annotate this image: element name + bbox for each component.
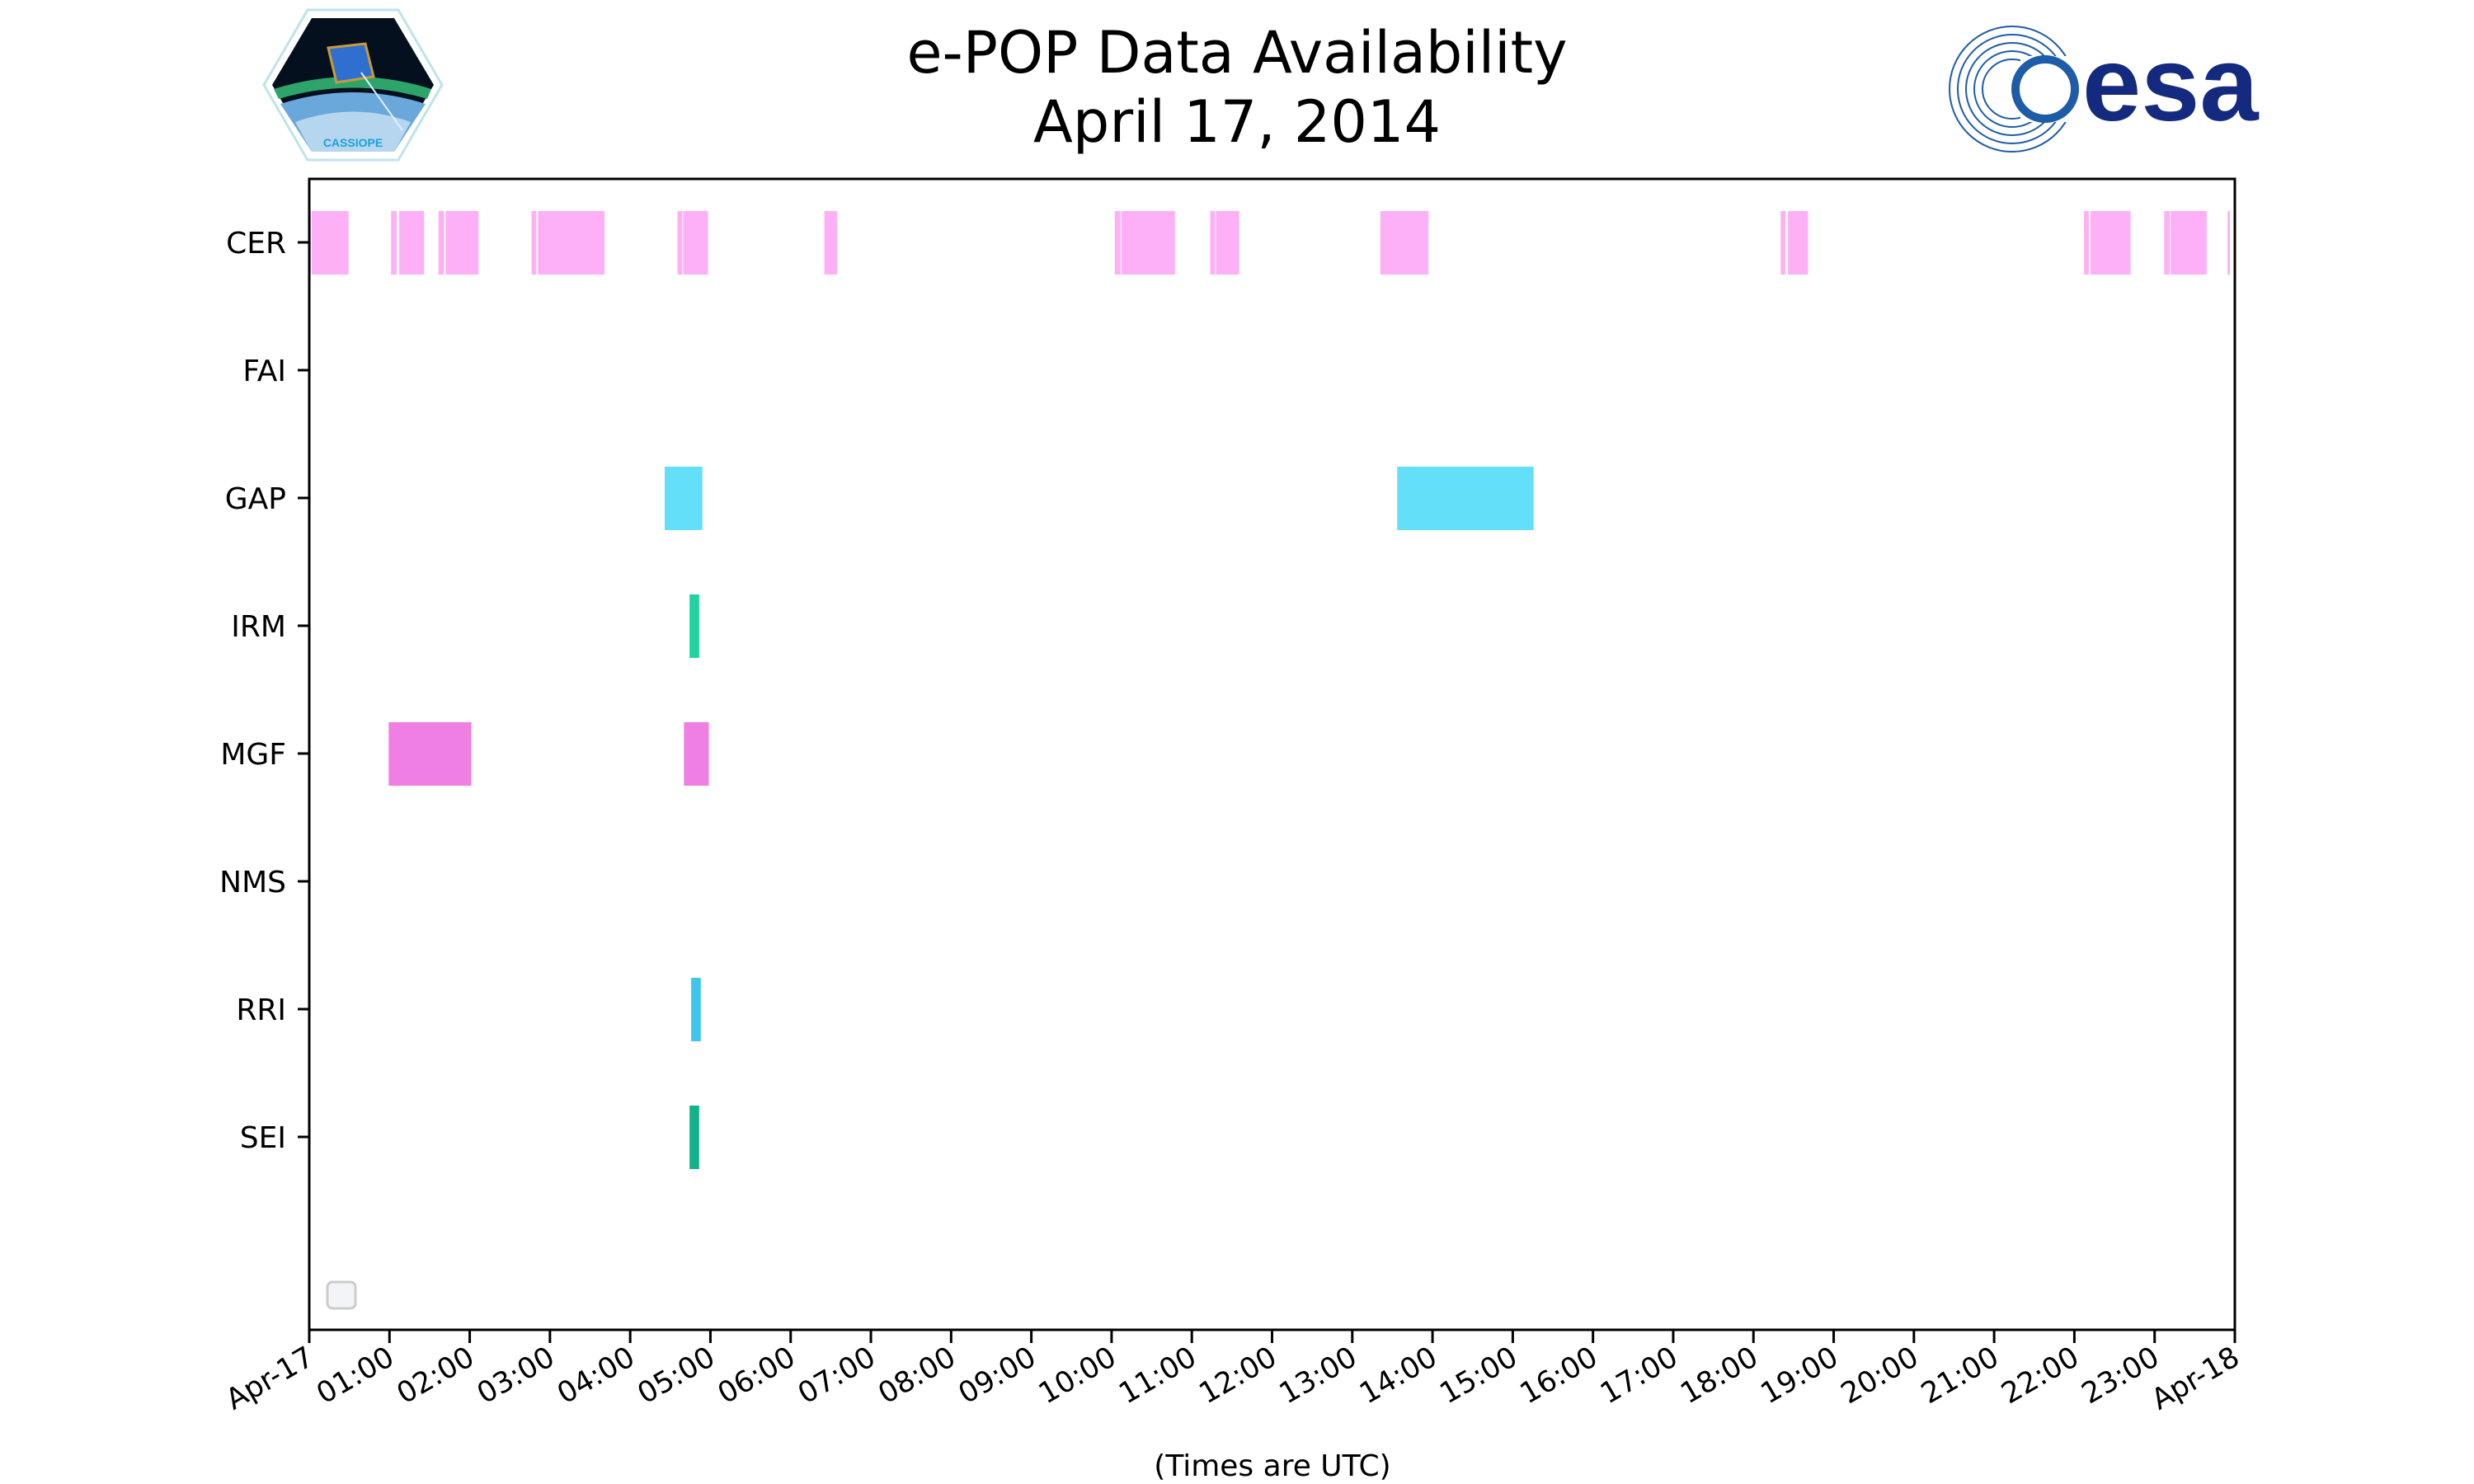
x-tick-label: 12:00 bbox=[1194, 1341, 1282, 1411]
bar-cer-7 bbox=[538, 211, 605, 275]
bar-cer-1 bbox=[311, 211, 349, 275]
x-tick-label: Apr-17 bbox=[220, 1341, 319, 1416]
x-axis: Apr-1701:0002:0003:0004:0005:0006:0007:0… bbox=[220, 1330, 2246, 1417]
bar-cer-8 bbox=[677, 211, 683, 275]
bar-rri-0 bbox=[691, 978, 701, 1041]
bar-cer-10 bbox=[824, 211, 838, 275]
x-tick-label: 11:00 bbox=[1113, 1341, 1202, 1411]
bar-cer-2 bbox=[391, 211, 397, 275]
x-tick-label: 05:00 bbox=[633, 1341, 721, 1411]
x-tick-label: 08:00 bbox=[872, 1341, 961, 1411]
x-tick-label: 15:00 bbox=[1435, 1341, 1523, 1411]
bar-cer-22 bbox=[2227, 211, 2231, 275]
bar-cer-20 bbox=[2164, 211, 2171, 275]
bar-cer-9 bbox=[683, 211, 708, 275]
bar-gap-0 bbox=[665, 467, 703, 530]
y-tick-label-cer: CER bbox=[226, 227, 286, 261]
x-tick-label: 14:00 bbox=[1354, 1341, 1442, 1411]
x-tick-label: 03:00 bbox=[472, 1341, 560, 1411]
x-tick-label: 13:00 bbox=[1274, 1341, 1362, 1411]
bars-layer bbox=[309, 211, 2231, 1169]
x-tick-label: 16:00 bbox=[1515, 1341, 1603, 1411]
esa-logo-text: esa bbox=[2082, 26, 2259, 143]
bar-cer-15 bbox=[1380, 211, 1429, 275]
bar-cer-19 bbox=[2090, 211, 2131, 275]
legend-box bbox=[326, 1280, 357, 1310]
x-tick-label: 17:00 bbox=[1595, 1341, 1683, 1411]
x-tick-label: Apr-18 bbox=[2146, 1341, 2245, 1416]
y-tick-label-irm: IRM bbox=[231, 610, 286, 644]
bar-gap-1 bbox=[1397, 467, 1534, 530]
x-tick-label: 02:00 bbox=[392, 1341, 480, 1411]
bar-cer-16 bbox=[1780, 211, 1786, 275]
x-tick-label: 06:00 bbox=[713, 1341, 801, 1411]
bar-cer-17 bbox=[1788, 211, 1808, 275]
bar-cer-5 bbox=[445, 211, 479, 275]
x-tick-label: 23:00 bbox=[2077, 1341, 2165, 1411]
x-tick-label: 07:00 bbox=[793, 1341, 881, 1411]
esa-logo: esa bbox=[1949, 26, 2259, 153]
y-tick-label-rri: RRI bbox=[236, 993, 286, 1027]
y-tick-label-nms: NMS bbox=[219, 866, 286, 899]
y-tick-label-fai: FAI bbox=[242, 355, 286, 388]
cassiope-logo: CASSIOPE bbox=[262, 8, 444, 162]
bar-cer-21 bbox=[2171, 211, 2207, 275]
x-tick-label: 01:00 bbox=[311, 1341, 399, 1411]
y-axis: CER FAI GAP IRM MGF NMS RRI SEI bbox=[219, 227, 309, 1155]
bar-cer-4 bbox=[438, 211, 444, 275]
x-tick-label: 04:00 bbox=[552, 1341, 640, 1411]
y-tick-label-sei: SEI bbox=[240, 1121, 286, 1155]
axes-frame bbox=[308, 177, 2236, 1331]
cassiope-logo-text: CASSIOPE bbox=[323, 136, 383, 149]
x-tick-label: 09:00 bbox=[953, 1341, 1042, 1411]
bar-cer-11 bbox=[1114, 211, 1121, 275]
y-tick-label-mgf: MGF bbox=[220, 738, 286, 772]
bar-cer-14 bbox=[1216, 211, 1239, 275]
x-tick-label: 10:00 bbox=[1033, 1341, 1122, 1411]
y-tick-label-gap: GAP bbox=[225, 482, 286, 516]
bar-mgf-1 bbox=[684, 722, 709, 786]
bar-sei-0 bbox=[689, 1106, 699, 1169]
x-axis-label: (Times are UTC) bbox=[1154, 1449, 1390, 1483]
chart-title-line1: e-POP Data Availability bbox=[906, 19, 1568, 87]
x-tick-label: 20:00 bbox=[1836, 1341, 1924, 1411]
bar-cer-6 bbox=[531, 211, 537, 275]
bar-irm-0 bbox=[689, 594, 699, 658]
bar-cer-3 bbox=[398, 211, 425, 275]
bar-cer-13 bbox=[1210, 211, 1216, 275]
bar-cer-12 bbox=[1121, 211, 1175, 275]
chart-title-line2: April 17, 2014 bbox=[1033, 88, 1441, 156]
bar-cer-18 bbox=[2084, 211, 2089, 275]
x-tick-label: 19:00 bbox=[1756, 1341, 1844, 1411]
x-tick-label: 22:00 bbox=[1997, 1341, 2085, 1411]
x-tick-label: 18:00 bbox=[1675, 1341, 1763, 1411]
x-tick-label: 21:00 bbox=[1916, 1341, 2004, 1411]
bar-mgf-0 bbox=[388, 722, 472, 786]
